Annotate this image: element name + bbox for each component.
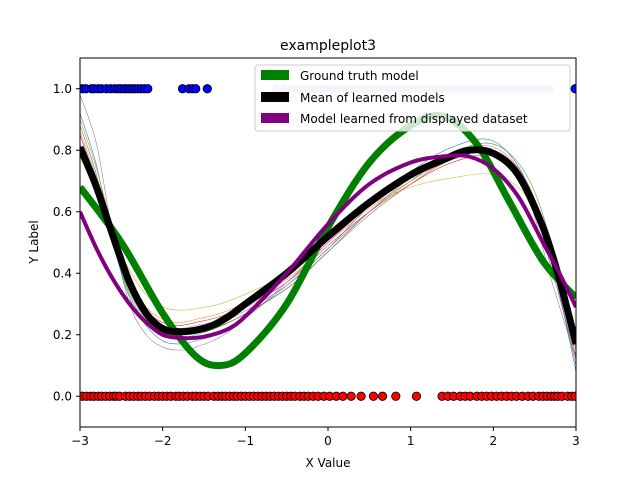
legend-box	[254, 64, 571, 132]
y-tick-label-4: 0.8	[53, 143, 72, 157]
ground-truth-curve	[80, 111, 576, 370]
legend-label-ground-truth: Ground truth model	[300, 69, 419, 83]
positive-point-24	[202, 84, 212, 94]
legend-swatch-ground-truth	[261, 70, 289, 80]
negative-point-65	[377, 391, 388, 401]
y-tick-label-0: 0.0	[53, 389, 72, 403]
legend-swatch-displayed-model	[261, 113, 289, 123]
y-tick-label-2: 0.4	[53, 266, 72, 280]
y-tick-label-1: 0.2	[53, 328, 72, 342]
legend-label-displayed-model: Model learned from displayed dataset	[300, 112, 528, 126]
plot-area	[80, 84, 576, 401]
x-tick-label-5: 2	[490, 434, 498, 448]
x-tick-label-1: −2	[154, 434, 172, 448]
x-tick-label-0: −3	[71, 434, 89, 448]
negative-point-64	[368, 391, 379, 401]
legend-label-mean-model: Mean of learned models	[300, 91, 445, 105]
x-tick-label-3: 0	[324, 434, 332, 448]
y-tick-label-3: 0.6	[53, 205, 72, 219]
displayed-model-curve	[80, 153, 576, 341]
negative-point-63	[356, 391, 366, 401]
learned-model-curve-1	[80, 113, 576, 372]
y-tick-label-5: 1.0	[53, 82, 72, 96]
x-tick-label-2: −1	[236, 434, 254, 448]
mean-model-curve	[80, 145, 576, 345]
chart-title: exampleplot3	[280, 38, 376, 54]
positive-point-25	[570, 84, 576, 94]
negative-point-62	[346, 391, 356, 401]
positive-point-23	[191, 84, 201, 94]
legend: Ground truth model Mean of learned model…	[254, 64, 571, 132]
legend-swatch-mean-model	[261, 92, 289, 102]
y-axis-label: Y Label	[27, 220, 41, 265]
positive-point-19	[143, 84, 153, 94]
main-model-curves	[80, 111, 576, 370]
y-axis-ticks: 0.0 0.2 0.4 0.6 0.8 1.0	[53, 82, 80, 403]
negative-point-67	[411, 391, 422, 401]
negative-point-61	[338, 391, 348, 401]
negative-point-95	[570, 391, 576, 401]
x-tick-label-4: 1	[407, 434, 415, 448]
x-axis-label: X Value	[306, 456, 351, 470]
negative-point-66	[391, 391, 401, 401]
x-axis-ticks: −3 −2 −1 0 1 2 3	[71, 427, 580, 448]
x-tick-label-6: 3	[572, 434, 580, 448]
